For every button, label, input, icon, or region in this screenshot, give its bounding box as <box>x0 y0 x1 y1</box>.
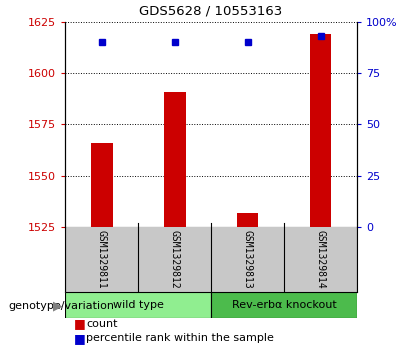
Text: GSM1329813: GSM1329813 <box>242 230 252 289</box>
Text: ■: ■ <box>74 332 85 345</box>
Text: genotype/variation: genotype/variation <box>8 301 114 311</box>
Bar <box>164 91 186 227</box>
Text: GSM1329811: GSM1329811 <box>97 230 107 289</box>
Text: ■: ■ <box>74 317 85 330</box>
Bar <box>91 143 113 227</box>
Title: GDS5628 / 10553163: GDS5628 / 10553163 <box>139 5 283 18</box>
Text: ▶: ▶ <box>52 299 62 312</box>
Text: Rev-erbα knockout: Rev-erbα knockout <box>232 300 336 310</box>
Bar <box>236 212 258 227</box>
Bar <box>211 292 357 318</box>
Bar <box>310 34 331 227</box>
Bar <box>65 292 211 318</box>
Text: percentile rank within the sample: percentile rank within the sample <box>86 333 274 343</box>
Text: GSM1329814: GSM1329814 <box>315 230 326 289</box>
Text: GSM1329812: GSM1329812 <box>170 230 180 289</box>
Text: count: count <box>86 319 118 329</box>
Text: wild type: wild type <box>113 300 163 310</box>
